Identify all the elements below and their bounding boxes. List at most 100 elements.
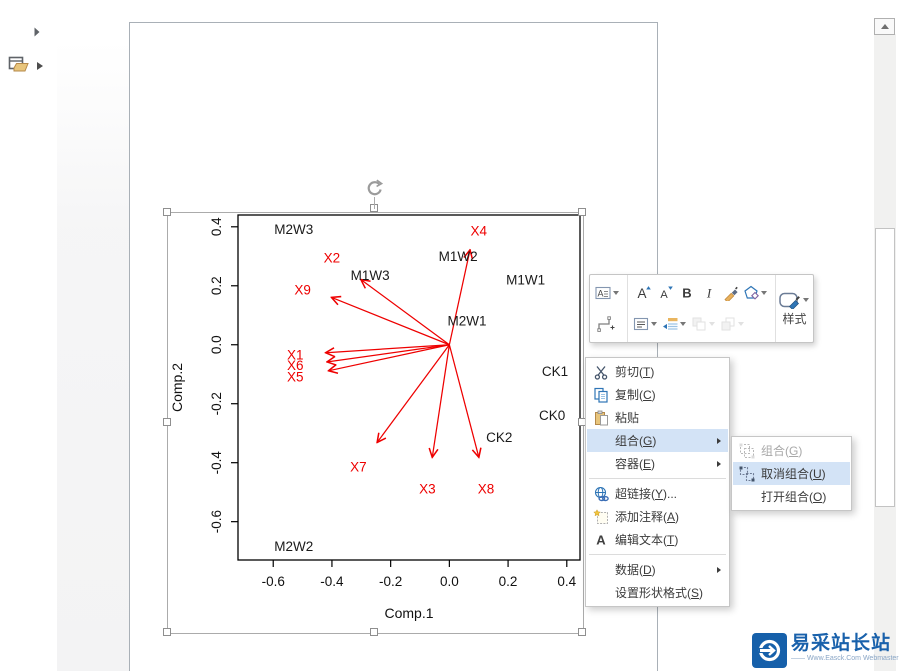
dropdown-arrow-icon (709, 321, 715, 326)
bold-button[interactable]: B (676, 281, 698, 305)
menu-item-label: 设置形状格式(S) (615, 586, 704, 600)
menu-item-label: 超链接(Y)... (615, 487, 678, 501)
send-backward-icon (721, 317, 735, 331)
selection-handle-bottom-right[interactable] (578, 628, 586, 636)
context-menu-item-edit-text[interactable]: A 编辑文本(T) (587, 528, 728, 551)
dropdown-arrow-icon[interactable] (761, 291, 767, 296)
format-painter-button[interactable] (720, 281, 742, 305)
indent-button[interactable] (661, 312, 690, 336)
variable-label-X3: X3 (419, 482, 436, 497)
menu-item-label: 组合(G) (615, 434, 657, 448)
copy-icon (594, 387, 608, 403)
selection-handle-middle-left[interactable] (163, 418, 171, 426)
pca-biplot-chart[interactable]: -0.6 -0.4 -0.2 0.0 0.2 0.4 -0.6 -0.4 -0.2 0.0 0.2 0… (130, 170, 610, 650)
submenu-arrow-icon (717, 566, 721, 573)
variable-label-X2: X2 (324, 250, 341, 265)
comment-icon-slot (587, 508, 615, 525)
bold-icon: B (682, 286, 691, 301)
menu-item-label: 数据(D) (615, 563, 656, 577)
y-tick-label: -0.6 (209, 510, 224, 533)
collapse-chevron-icon[interactable] (31, 26, 43, 38)
svg-text:I: I (706, 286, 712, 301)
ungroup-icon-slot (733, 466, 761, 482)
y-tick-label: 0.0 (209, 335, 224, 354)
x-tick-label: 0.0 (440, 574, 459, 589)
y-tick-label: 0.2 (209, 276, 224, 295)
selection-handle-top-left[interactable] (163, 208, 171, 216)
context-menu-item-format-shape[interactable]: 设置形状格式(S) (587, 581, 728, 604)
send-backward-button (719, 312, 748, 336)
submenu-item-open-group[interactable]: 打开组合(O) (733, 485, 850, 508)
selection-handle-top-right[interactable] (578, 208, 586, 216)
watermark-logo-icon (752, 633, 787, 668)
dropdown-arrow-icon[interactable] (802, 297, 809, 302)
style-button[interactable]: 样式 (776, 275, 813, 342)
context-menu-item-add-comment[interactable]: 添加注释(A) (587, 505, 728, 528)
rotate-handle-icon[interactable] (364, 179, 385, 199)
context-menu-item-container[interactable]: 容器(E) (587, 452, 728, 475)
y-axis-title: Comp.2 (169, 363, 185, 412)
indent-icon (663, 317, 678, 330)
connector-button[interactable] (594, 312, 616, 336)
submenu-item-group: 组合(G) (733, 439, 850, 462)
context-menu-item-cut[interactable]: 剪切(T) (587, 360, 728, 383)
variable-label-X4: X4 (470, 224, 487, 239)
menu-item-label: 添加注释(A) (615, 510, 680, 524)
sample-label-M1W1: M1W1 (506, 272, 545, 287)
menu-separator (589, 554, 726, 555)
scrollbar-thumb[interactable] (875, 228, 895, 507)
cut-icon-slot (587, 364, 615, 380)
selection-handle-bottom-left[interactable] (163, 628, 171, 636)
loading-arrow-X8 (448, 344, 478, 457)
shape-style-button[interactable] (742, 281, 771, 305)
sample-label-M2W3: M2W3 (274, 222, 313, 237)
x-axis-title: Comp.1 (384, 605, 433, 621)
dropdown-arrow-icon[interactable] (651, 321, 657, 326)
loading-arrow-X5 (329, 344, 450, 371)
variable-label-X6: X6 (287, 358, 304, 373)
shape-style-icon (744, 286, 759, 300)
toolbar-left-group: A (590, 275, 627, 342)
font-increase-button[interactable]: A (632, 281, 654, 305)
watermark-title: 易采站长站 (791, 633, 892, 654)
page-margin-shade (57, 40, 129, 671)
object-anchor[interactable] (8, 56, 44, 76)
group-icon (739, 443, 755, 458)
dropdown-arrow-icon[interactable] (613, 291, 619, 296)
italic-button[interactable]: I (698, 281, 720, 305)
ungroup-icon (739, 466, 755, 481)
menu-item-label: 取消组合(U) (761, 467, 826, 481)
loading-arrow-X6 (328, 344, 450, 362)
text-style-icon: A (595, 287, 611, 300)
loading-arrow-X1 (326, 344, 450, 353)
svg-text:A: A (597, 289, 603, 299)
context-menu-item-data[interactable]: 数据(D) (587, 558, 728, 581)
context-menu-item-group[interactable]: 组合(G) (587, 429, 728, 452)
context-menu-item-hyperlink[interactable]: 超链接(Y)... (587, 482, 728, 505)
scrollbar-up-button[interactable] (874, 18, 895, 35)
edit-text-icon-slot: A (587, 532, 615, 548)
text-align-button[interactable] (632, 312, 661, 336)
selection-handle-bottom-middle[interactable] (370, 628, 378, 636)
selection-border (167, 212, 584, 634)
hyperlink-icon (594, 486, 609, 501)
context-menu: 剪切(T) 复制(C) 粘贴组合(G) 容器(E) 超链接(Y)... 添加注释(… (585, 357, 730, 607)
font-decrease-button[interactable]: A (654, 281, 676, 305)
text-style-button[interactable]: A (594, 281, 623, 305)
context-menu-item-paste[interactable]: 粘贴 (587, 406, 728, 429)
sample-label-M2W2: M2W2 (274, 539, 313, 554)
svg-text:A: A (637, 286, 646, 301)
submenu-item-ungroup[interactable]: 取消组合(U) (733, 462, 850, 485)
submenu-arrow-icon (717, 437, 721, 444)
y-tick-label: -0.2 (209, 392, 224, 415)
menu-item-label: 复制(C) (615, 388, 656, 402)
context-menu-item-copy[interactable]: 复制(C) (587, 383, 728, 406)
group-submenu: 组合(G) 取消组合(U) 打开组合(O) (731, 436, 852, 511)
text-align-icon (633, 317, 649, 330)
dropdown-arrow-icon[interactable] (680, 321, 686, 326)
watermark-subtitle: —— Www.Easck.Com Webmaster (791, 655, 899, 662)
svg-text:A: A (596, 532, 606, 547)
bring-forward-icon (692, 317, 706, 331)
